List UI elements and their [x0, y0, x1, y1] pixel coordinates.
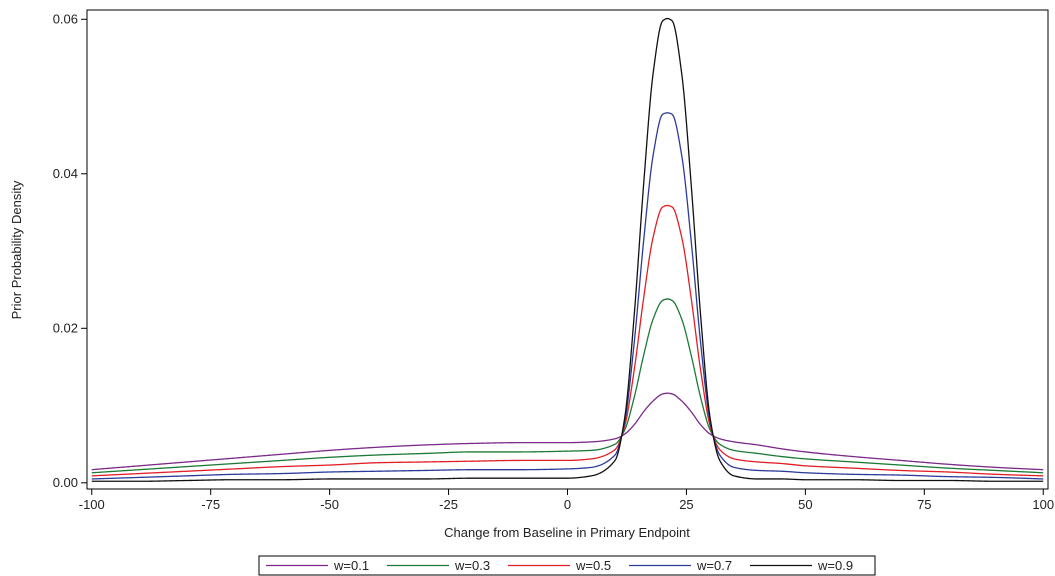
- y-axis: 0.00 0.02 0.04 0.06: [53, 11, 87, 490]
- y-tick-label: 0.02: [53, 320, 78, 335]
- legend-label: w=0.3: [454, 558, 490, 573]
- series-lines: [91, 17, 1044, 482]
- x-axis: -100 -75 -50 -25 0 25 50 75 100: [79, 489, 1054, 512]
- x-tick-label: 75: [917, 497, 931, 512]
- x-tick-label: -75: [201, 497, 220, 512]
- legend-label: w=0.1: [333, 558, 369, 573]
- x-tick-label: -25: [439, 497, 458, 512]
- legend-frame: [258, 555, 876, 576]
- x-tick-label: 50: [798, 497, 812, 512]
- y-tick-label: 0.04: [53, 166, 78, 181]
- series-line-4: [91, 112, 1044, 480]
- legend-label: w=0.9: [817, 558, 853, 573]
- y-tick-label: 0.06: [53, 11, 78, 26]
- y-axis-title: Prior Probability Density: [9, 180, 24, 319]
- series-line-5: [91, 17, 1044, 482]
- x-tick-label: 25: [679, 497, 693, 512]
- x-tick-label: -50: [320, 497, 339, 512]
- y-tick-label: 0.00: [53, 475, 78, 490]
- legend: w=0.1 w=0.3 w=0.5 w=0.7 w=0.9: [258, 555, 876, 576]
- x-tick-label: 100: [1032, 497, 1054, 512]
- plot-area-frame: [86, 9, 1049, 490]
- series-line-2: [91, 298, 1044, 474]
- x-tick-label: 0: [564, 497, 571, 512]
- series-line-3: [91, 204, 1044, 477]
- legend-label: w=0.7: [696, 558, 732, 573]
- x-tick-label: -100: [79, 497, 105, 512]
- series-line-1: [91, 392, 1044, 471]
- x-axis-title: Change from Baseline in Primary Endpoint: [444, 525, 690, 540]
- legend-label: w=0.5: [575, 558, 611, 573]
